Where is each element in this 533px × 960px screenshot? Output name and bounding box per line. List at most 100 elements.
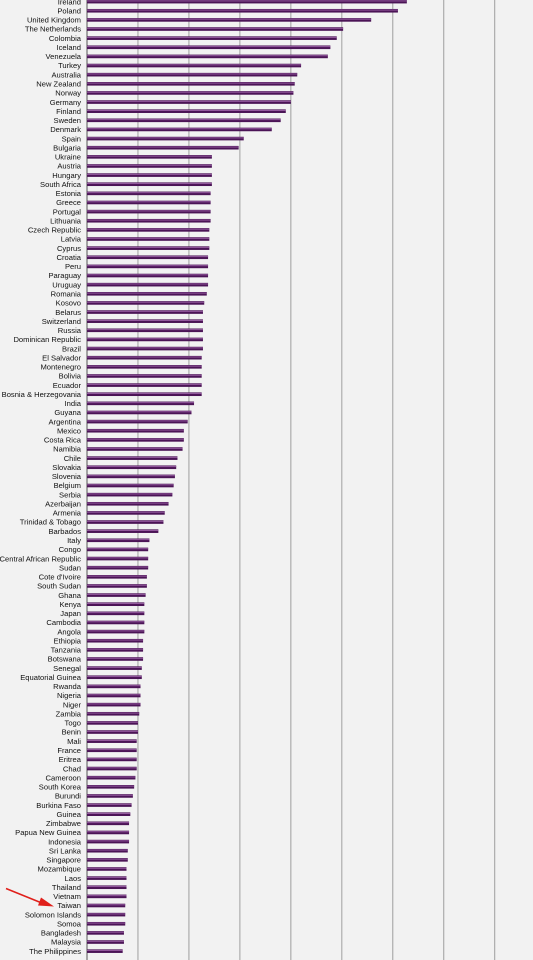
bar-highlight	[87, 730, 138, 732]
bar-highlight	[87, 794, 133, 796]
bar-highlight	[87, 739, 137, 741]
bar-highlight	[87, 776, 136, 778]
category-label: Finland	[56, 107, 81, 116]
bar	[87, 255, 209, 260]
bar	[87, 18, 372, 22]
category-label: Poland	[57, 6, 81, 15]
category-label: Belarus	[55, 308, 81, 317]
category-label: Austria	[57, 162, 81, 171]
bar	[87, 867, 127, 871]
bar-highlight	[87, 749, 137, 751]
bar-highlight	[87, 895, 127, 897]
bar	[87, 337, 203, 342]
bar	[87, 355, 202, 360]
category-label: Argentina	[48, 417, 81, 426]
category-label: South Korea	[39, 783, 82, 792]
category-label: Thailand	[52, 883, 81, 892]
bar-highlight	[87, 949, 123, 951]
bar	[87, 383, 202, 387]
bar	[87, 346, 203, 351]
bar-highlight	[87, 319, 203, 321]
bar-highlight	[87, 867, 127, 869]
category-label: Burundi	[55, 792, 81, 801]
bar-highlight	[87, 758, 137, 760]
bar-highlight	[87, 657, 144, 659]
bar-highlight	[87, 356, 202, 358]
bar	[87, 584, 147, 588]
bar	[87, 328, 203, 333]
bar	[87, 730, 138, 734]
bar-highlight	[87, 246, 210, 248]
bar	[87, 438, 184, 442]
bar	[87, 474, 175, 479]
category-label: Solomon Islands	[25, 910, 81, 919]
bar-highlight	[87, 822, 130, 824]
bar-highlight	[87, 566, 149, 568]
bar	[87, 620, 145, 625]
bar	[87, 191, 211, 196]
bar-highlight	[87, 803, 132, 805]
bar	[87, 127, 272, 132]
bar	[87, 775, 136, 780]
bar-highlight	[87, 904, 126, 906]
bar	[87, 155, 212, 159]
bar-highlight	[87, 493, 173, 495]
category-label: Bosnia & Herzegovania	[2, 390, 82, 399]
bar	[87, 885, 127, 890]
category-label: Iceland	[57, 43, 82, 52]
bar-highlight	[87, 529, 159, 531]
category-label: Papua New Guinea	[15, 828, 82, 837]
bar-highlight	[87, 712, 140, 714]
arrow-head	[38, 897, 54, 907]
category-labels: U.S. (Non-Caucasian)IrelandPolandUnited …	[0, 0, 82, 956]
bar-highlight	[87, 365, 202, 367]
bar	[87, 593, 146, 597]
bar	[87, 921, 126, 926]
bar	[87, 310, 203, 314]
bar	[87, 839, 130, 844]
category-label: Laos	[65, 874, 82, 883]
bar	[87, 218, 211, 223]
bar	[87, 821, 130, 826]
bar	[87, 264, 209, 269]
category-label: Ukraine	[55, 153, 81, 162]
category-label: Guinea	[57, 810, 82, 819]
bar	[87, 903, 126, 908]
bar-highlight	[87, 940, 124, 942]
bar	[87, 556, 149, 561]
bar-highlight	[87, 913, 126, 915]
bar	[87, 949, 123, 953]
bar	[87, 182, 212, 187]
bar-highlight	[87, 456, 178, 458]
category-label: South Sudan	[37, 582, 81, 591]
bar	[87, 365, 202, 369]
category-label: Vietnam	[53, 892, 81, 901]
bar	[87, 629, 145, 634]
bar-highlight	[87, 27, 344, 29]
category-label: Denmark	[50, 125, 81, 134]
bar	[87, 894, 127, 899]
bar-highlight	[87, 721, 138, 723]
category-label: Mozambique	[38, 865, 81, 874]
bars	[87, 0, 407, 953]
bar-highlight	[87, 183, 212, 185]
bar	[87, 547, 149, 552]
category-label: Eritrea	[59, 755, 82, 764]
bar	[87, 858, 128, 862]
category-label: Hungary	[52, 171, 81, 180]
bar	[87, 136, 244, 141]
category-label: Peru	[65, 262, 81, 271]
bar	[87, 538, 150, 543]
bar	[87, 27, 344, 31]
category-label: Bolivia	[59, 372, 82, 381]
category-label: Slovenia	[52, 472, 82, 481]
category-label: Latvia	[61, 235, 82, 244]
category-label: Germany	[50, 98, 81, 107]
bar-highlight	[87, 137, 244, 139]
category-label: Rwanda	[53, 682, 82, 691]
gridlines	[86, 0, 496, 960]
category-label: Armenia	[53, 509, 82, 518]
category-label: Central African Republic	[0, 554, 81, 563]
category-label: Somoa	[57, 919, 82, 928]
